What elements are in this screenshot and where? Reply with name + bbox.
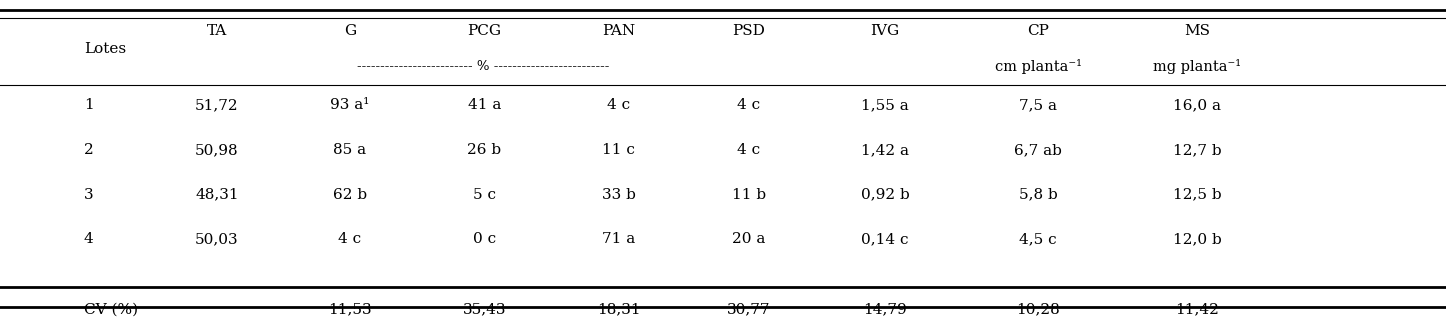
Text: 2: 2 [84,143,94,157]
Text: 14,79: 14,79 [863,302,907,316]
Text: 51,72: 51,72 [195,98,239,112]
Text: 71 a: 71 a [603,232,635,246]
Text: 5 c: 5 c [473,188,496,202]
Text: 50,98: 50,98 [195,143,239,157]
Text: 12,7 b: 12,7 b [1173,143,1222,157]
Text: 6,7 ab: 6,7 ab [1014,143,1063,157]
Text: 11 c: 11 c [603,143,635,157]
Text: 50,03: 50,03 [195,232,239,246]
Text: 4 c: 4 c [737,98,761,112]
Text: 12,5 b: 12,5 b [1173,188,1222,202]
Text: 30,77: 30,77 [727,302,771,316]
Text: 48,31: 48,31 [195,188,239,202]
Text: 62 b: 62 b [333,188,367,202]
Text: ------------------------- % -------------------------: ------------------------- % ------------… [357,60,609,73]
Text: 4: 4 [84,232,94,246]
Text: 16,0 a: 16,0 a [1173,98,1222,112]
Text: 85 a: 85 a [334,143,366,157]
Text: 93 a¹: 93 a¹ [330,98,370,112]
Text: Lotes: Lotes [84,42,126,56]
Text: 1: 1 [84,98,94,112]
Text: 41 a: 41 a [467,98,502,112]
Text: 5,8 b: 5,8 b [1019,188,1057,202]
Text: 0,92 b: 0,92 b [860,188,910,202]
Text: PSD: PSD [733,24,765,38]
Text: 12,0 b: 12,0 b [1173,232,1222,246]
Text: 11,53: 11,53 [328,302,372,316]
Text: G: G [344,24,356,38]
Text: 7,5 a: 7,5 a [1019,98,1057,112]
Text: TA: TA [207,24,227,38]
Text: 1,55 a: 1,55 a [860,98,910,112]
Text: 4 c: 4 c [338,232,362,246]
Text: MS: MS [1184,24,1210,38]
Text: mg planta⁻¹: mg planta⁻¹ [1154,59,1241,74]
Text: 4 c: 4 c [607,98,630,112]
Text: 11,42: 11,42 [1176,302,1219,316]
Text: 35,43: 35,43 [463,302,506,316]
Text: PCG: PCG [467,24,502,38]
Text: 33 b: 33 b [602,188,636,202]
Text: 3: 3 [84,188,94,202]
Text: 1,42 a: 1,42 a [860,143,910,157]
Text: 11 b: 11 b [732,188,766,202]
Text: 20 a: 20 a [732,232,766,246]
Text: 10,28: 10,28 [1017,302,1060,316]
Text: 0,14 c: 0,14 c [862,232,908,246]
Text: 0 c: 0 c [473,232,496,246]
Text: 4,5 c: 4,5 c [1019,232,1057,246]
Text: 18,31: 18,31 [597,302,641,316]
Text: 4 c: 4 c [737,143,761,157]
Text: PAN: PAN [603,24,635,38]
Text: 26 b: 26 b [467,143,502,157]
Text: CP: CP [1027,24,1050,38]
Text: CV (%): CV (%) [84,302,137,316]
Text: IVG: IVG [870,24,899,38]
Text: cm planta⁻¹: cm planta⁻¹ [995,59,1082,74]
